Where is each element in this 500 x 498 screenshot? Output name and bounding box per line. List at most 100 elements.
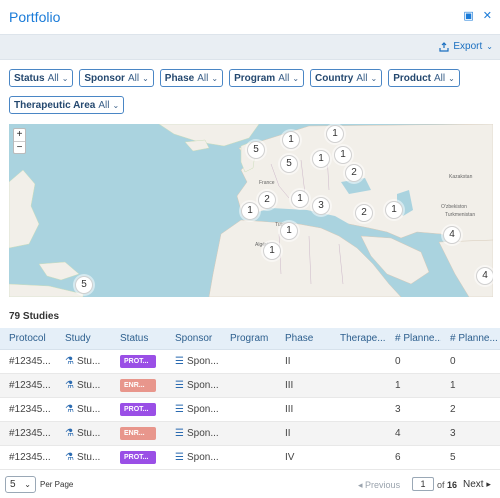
map-label: France xyxy=(259,180,275,186)
study-name: Stu... xyxy=(76,356,101,367)
chevron-right-icon: ▸ xyxy=(486,479,491,489)
map-land xyxy=(9,124,493,297)
flask-icon: ⚗ xyxy=(65,380,74,391)
per-page-select[interactable]: 5 ⌄ xyxy=(5,476,36,493)
filter-phase[interactable]: Phase All ⌄ xyxy=(159,69,224,87)
status-cell: ENR... xyxy=(111,427,166,440)
table-row[interactable]: #12345... ⚗ Stu... PROT... ☰ Spon... III 3… xyxy=(0,398,500,422)
map-cluster-marker[interactable]: 2 xyxy=(258,191,276,209)
study-cell[interactable]: ⚗ Stu... xyxy=(56,452,111,463)
filter-status[interactable]: Status All ⌄ xyxy=(9,69,74,87)
of-label: of xyxy=(437,480,445,490)
map-cluster-marker[interactable]: 1 xyxy=(241,202,259,220)
planned-cell: 2 xyxy=(450,404,456,415)
map-cluster-marker[interactable]: 1 xyxy=(263,242,281,260)
map-cluster-marker[interactable]: 1 xyxy=(280,222,298,240)
study-cell[interactable]: ⚗ Stu... xyxy=(56,380,111,391)
study-count: 79 Studies xyxy=(9,311,60,322)
chevron-down-icon: ⌄ xyxy=(292,73,300,83)
status-cell: PROT... xyxy=(111,451,166,464)
chevron-down-icon: ⌄ xyxy=(448,73,455,83)
filter-sponsor[interactable]: Sponsor All ⌄ xyxy=(79,69,154,87)
filter-label: Therapeutic Area xyxy=(14,99,96,111)
chevron-down-icon: ⌄ xyxy=(61,73,69,83)
page-number-input[interactable]: 1 xyxy=(412,477,434,491)
map-cluster-marker[interactable]: 1 xyxy=(385,201,403,219)
column-header[interactable]: # Planne... xyxy=(450,333,498,344)
study-map[interactable]: + − France Algérie Tunisie Kazakstan O'z… xyxy=(9,124,493,297)
status-badge: ENR... xyxy=(120,379,156,392)
filter-country[interactable]: Country All ⌄ xyxy=(310,69,383,87)
column-header[interactable]: Protocol xyxy=(9,333,46,344)
filter-product[interactable]: Product All ⌄ xyxy=(388,69,460,87)
table-row[interactable]: #12345... ⚗ Stu... PROT... ☰ Spon... IV 6 … xyxy=(0,446,500,470)
filter-value: All xyxy=(197,72,209,84)
chevron-down-icon: ⌄ xyxy=(486,42,493,51)
map-cluster-marker[interactable]: 1 xyxy=(312,150,330,168)
study-name: Stu... xyxy=(76,428,101,439)
column-header[interactable]: # Planne... xyxy=(395,333,441,344)
sponsor-name: Spon... xyxy=(186,356,219,367)
filter-therapeutic-area[interactable]: Therapeutic Area All ⌄ xyxy=(9,96,125,114)
chevron-down-icon: ⌄ xyxy=(24,480,31,489)
previous-button[interactable]: ◂ Previous xyxy=(358,480,400,491)
map-cluster-marker[interactable]: 2 xyxy=(355,204,373,222)
pagination: 5 ⌄ Per Page ◂ Previous 1 of 16 Next ▸ xyxy=(0,475,500,498)
window-controls: ▣ ✕ xyxy=(463,11,492,22)
column-header[interactable]: Sponsor xyxy=(175,333,213,344)
zoom-out-button[interactable]: − xyxy=(14,141,25,153)
study-cell[interactable]: ⚗ Stu... xyxy=(56,428,111,439)
filter-value: All xyxy=(127,72,140,84)
total-pages: 16 xyxy=(447,480,458,490)
table-row[interactable]: #12345... ⚗ Stu... ENR... ☰ Spon... II 4 3 xyxy=(0,422,500,446)
planned-cell: 3 xyxy=(450,428,456,439)
map-cluster-marker[interactable]: 3 xyxy=(312,197,330,215)
page-title: Portfolio xyxy=(9,9,61,25)
zoom-in-button[interactable]: + xyxy=(16,129,23,140)
planned-cell: 6 xyxy=(395,452,401,463)
status-badge: ENR... xyxy=(120,427,156,440)
phase-cell: III xyxy=(285,380,294,391)
filter-label: Product xyxy=(393,72,431,84)
map-cluster-marker[interactable]: 4 xyxy=(476,267,493,285)
filter-program[interactable]: Program All ⌄ xyxy=(229,69,305,87)
study-cell[interactable]: ⚗ Stu... xyxy=(56,404,111,415)
column-header[interactable]: Therape... xyxy=(340,333,386,344)
map-cluster-marker[interactable]: 1 xyxy=(334,146,352,164)
table-row[interactable]: #12345... ⚗ Stu... PROT... ☰ Spon... II 0 … xyxy=(0,350,500,374)
chevron-down-icon: ⌄ xyxy=(112,100,120,110)
map-cluster-marker[interactable]: 4 xyxy=(443,226,461,244)
study-name: Stu... xyxy=(76,452,101,463)
column-header[interactable]: Phase xyxy=(285,333,314,344)
map-cluster-marker[interactable]: 5 xyxy=(280,155,298,173)
database-icon: ☰ xyxy=(175,452,184,463)
next-label: Next xyxy=(463,479,484,490)
database-icon: ☰ xyxy=(175,404,184,415)
column-header[interactable]: Program xyxy=(230,333,269,344)
filter-value: All xyxy=(98,99,110,111)
table-row[interactable]: #12345... ⚗ Stu... ENR... ☰ Spon... III 1 … xyxy=(0,374,500,398)
map-cluster-marker[interactable]: 1 xyxy=(326,125,344,143)
map-cluster-marker[interactable]: 5 xyxy=(75,276,93,294)
filter-value: All xyxy=(47,72,59,84)
next-button[interactable]: Next ▸ xyxy=(463,479,491,490)
planned-cell: 0 xyxy=(395,356,401,367)
map-cluster-marker[interactable]: 5 xyxy=(247,141,265,159)
column-header[interactable]: Study xyxy=(65,333,91,344)
map-cluster-marker[interactable]: 1 xyxy=(282,131,300,149)
column-header[interactable]: Status xyxy=(120,333,149,344)
export-button[interactable]: Export ⌄ xyxy=(439,41,493,52)
per-page-value: 5 xyxy=(10,479,16,490)
planned-cell: 0 xyxy=(450,356,456,367)
filter-label: Program xyxy=(234,72,276,84)
maximize-icon[interactable]: ▣ xyxy=(463,10,474,22)
close-icon[interactable]: ✕ xyxy=(482,10,492,22)
status-badge: PROT... xyxy=(120,355,156,368)
previous-label: Previous xyxy=(365,480,401,490)
map-cluster-marker[interactable]: 2 xyxy=(345,164,363,182)
filter-value: All xyxy=(433,72,446,84)
phase-cell: II xyxy=(285,356,291,367)
map-cluster-marker[interactable]: 1 xyxy=(291,190,309,208)
study-cell[interactable]: ⚗ Stu... xyxy=(56,356,111,367)
sponsor-cell: ☰ Spon... xyxy=(166,380,221,391)
